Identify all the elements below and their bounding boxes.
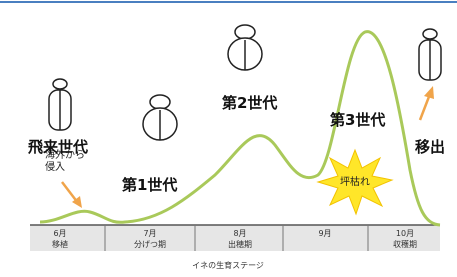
hopperburn-label: 坪枯れ (340, 175, 370, 188)
stage-label: 収穫期 (393, 239, 417, 249)
immigrant-generation-label: 飛来世代 (27, 138, 88, 156)
month-label: 7月 (143, 229, 156, 238)
generation-3-label: 第3世代 (330, 111, 385, 129)
stage-label: 移植 (52, 239, 68, 249)
generation-1-label: 第1世代 (122, 176, 177, 194)
stage-label: 出穂期 (228, 239, 252, 249)
timeline-title: イネの生育ステージ (192, 260, 264, 270)
emigration-label: 移出 (415, 138, 445, 156)
generation-2-label: 第2世代 (222, 94, 277, 112)
month-label: 9月 (318, 229, 331, 238)
stage-label: 分げつ期 (134, 240, 166, 249)
month-label: 8月 (233, 229, 246, 238)
month-label: 6月 (53, 229, 66, 238)
diagram: 海外から侵入 飛来世代 第1世代 第2世代 第3世代 坪枯れ 移出 6月7月8月… (0, 0, 457, 277)
month-label: 10月 (396, 229, 414, 238)
